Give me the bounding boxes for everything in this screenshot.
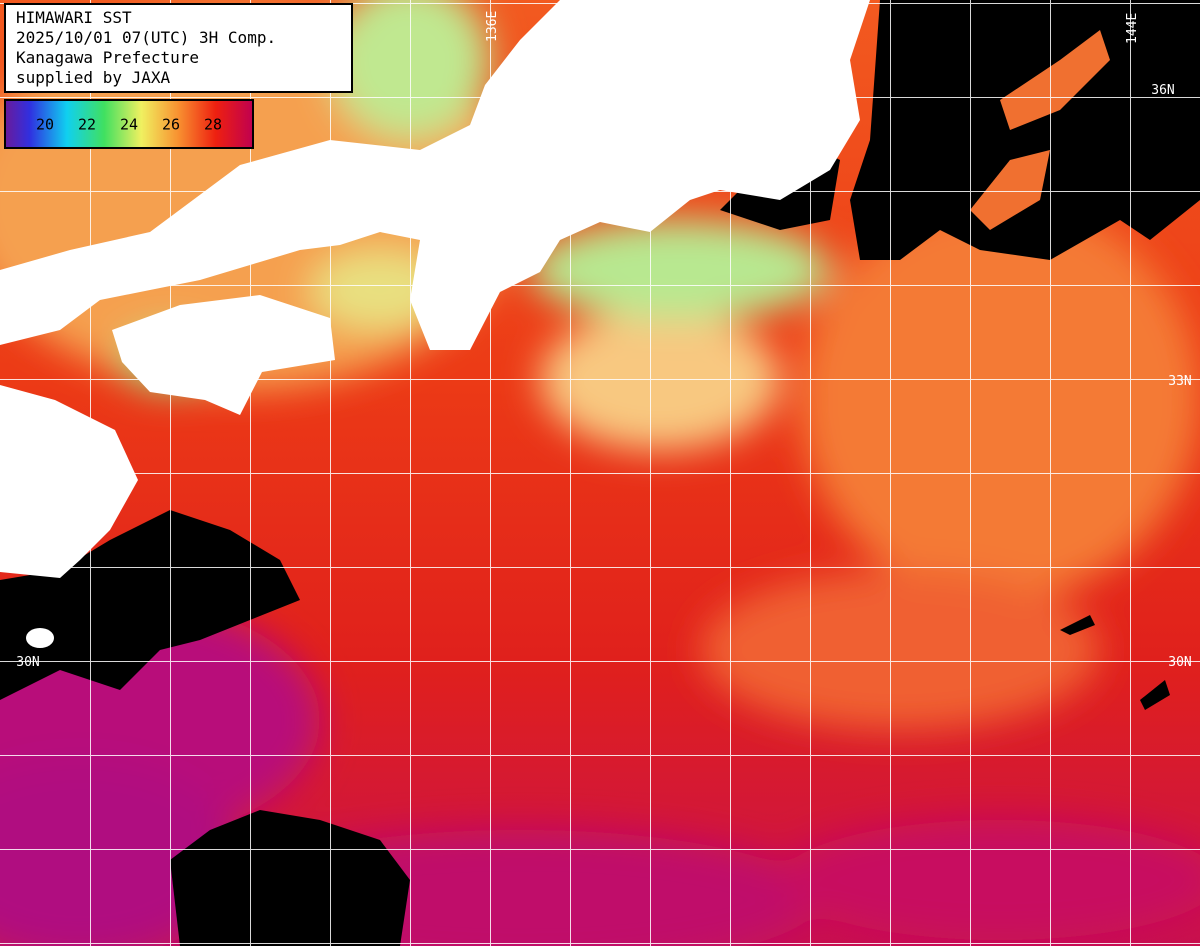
colorbar-tick-label: 22 xyxy=(78,116,96,134)
colorbar-tick-label: 28 xyxy=(204,116,222,134)
colorbar-tick-label: 20 xyxy=(36,116,54,134)
warm-streaks xyxy=(970,30,1110,230)
lon-label: 136E xyxy=(485,11,500,42)
land xyxy=(0,0,870,648)
title-box xyxy=(4,3,353,93)
title-line: 2025/10/01 07(UTC) 3H Comp. xyxy=(16,28,276,47)
title-line: Kanagawa Prefecture xyxy=(16,48,199,67)
lat-label: 33N xyxy=(1168,374,1191,389)
title-line: HIMAWARI SST xyxy=(16,8,132,27)
lat-label: 30N xyxy=(1168,655,1191,670)
lat-label: 30N xyxy=(16,655,39,670)
colorbar-tick-label: 24 xyxy=(120,116,138,134)
lat-label: 36N xyxy=(1151,83,1174,98)
title-line: supplied by JAXA xyxy=(16,68,170,87)
colorbar-tick-label: 26 xyxy=(162,116,180,134)
colorbar xyxy=(4,99,254,149)
lon-label: 144E xyxy=(1125,13,1140,44)
